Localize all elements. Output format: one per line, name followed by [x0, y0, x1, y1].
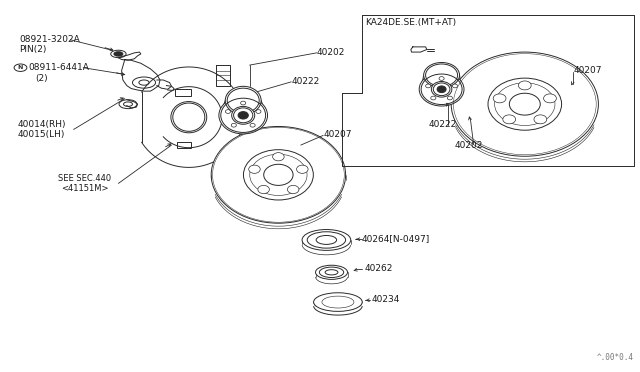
Ellipse shape — [534, 115, 547, 124]
Ellipse shape — [296, 165, 308, 173]
Ellipse shape — [219, 97, 268, 134]
Text: (2): (2) — [35, 74, 48, 83]
Text: PIN(2): PIN(2) — [19, 45, 47, 54]
Ellipse shape — [488, 78, 562, 130]
Ellipse shape — [419, 73, 464, 106]
Ellipse shape — [243, 150, 314, 200]
Text: 40234: 40234 — [371, 295, 399, 304]
Text: ^.00*0.4: ^.00*0.4 — [596, 353, 634, 362]
Ellipse shape — [424, 62, 460, 88]
Ellipse shape — [325, 270, 338, 275]
Text: 08921-3202A: 08921-3202A — [19, 35, 80, 44]
Text: 40202: 40202 — [454, 141, 483, 150]
Ellipse shape — [249, 165, 260, 173]
Ellipse shape — [232, 106, 255, 124]
Text: 40015(LH): 40015(LH) — [18, 130, 65, 139]
Ellipse shape — [302, 230, 351, 250]
Ellipse shape — [426, 84, 431, 88]
Ellipse shape — [273, 153, 284, 161]
Ellipse shape — [431, 96, 436, 100]
Ellipse shape — [509, 93, 540, 115]
Ellipse shape — [238, 112, 248, 119]
Text: 40207: 40207 — [573, 66, 602, 75]
Text: SEE SEC.440: SEE SEC.440 — [58, 174, 111, 183]
Text: 40202: 40202 — [317, 48, 345, 57]
Ellipse shape — [503, 115, 516, 124]
Ellipse shape — [211, 126, 346, 223]
Ellipse shape — [225, 86, 261, 115]
Ellipse shape — [258, 185, 269, 193]
Ellipse shape — [439, 77, 444, 80]
Text: 08911-6441A: 08911-6441A — [28, 63, 89, 72]
Bar — [177, 142, 191, 148]
Ellipse shape — [264, 164, 293, 185]
Ellipse shape — [316, 235, 337, 244]
Ellipse shape — [314, 293, 362, 311]
Ellipse shape — [287, 185, 299, 193]
Ellipse shape — [431, 81, 452, 97]
Ellipse shape — [451, 52, 598, 156]
Ellipse shape — [543, 94, 556, 103]
Ellipse shape — [447, 96, 452, 100]
Text: 40014(RH): 40014(RH) — [18, 120, 67, 129]
Text: 40222: 40222 — [429, 120, 457, 129]
Text: KA24DE.SE.(MT+AT): KA24DE.SE.(MT+AT) — [365, 18, 456, 27]
Text: 40264[N-0497]: 40264[N-0497] — [362, 234, 430, 243]
Text: 40222: 40222 — [291, 77, 319, 86]
Ellipse shape — [114, 52, 123, 56]
Text: 40207: 40207 — [323, 130, 352, 139]
Ellipse shape — [452, 84, 458, 88]
Text: 40262: 40262 — [365, 264, 393, 273]
Ellipse shape — [493, 94, 506, 103]
Ellipse shape — [316, 265, 348, 279]
Bar — [175, 89, 191, 96]
Ellipse shape — [518, 81, 531, 90]
Text: N: N — [18, 65, 23, 70]
Ellipse shape — [171, 102, 207, 133]
Text: <41151M>: <41151M> — [61, 184, 108, 193]
Ellipse shape — [437, 86, 446, 93]
